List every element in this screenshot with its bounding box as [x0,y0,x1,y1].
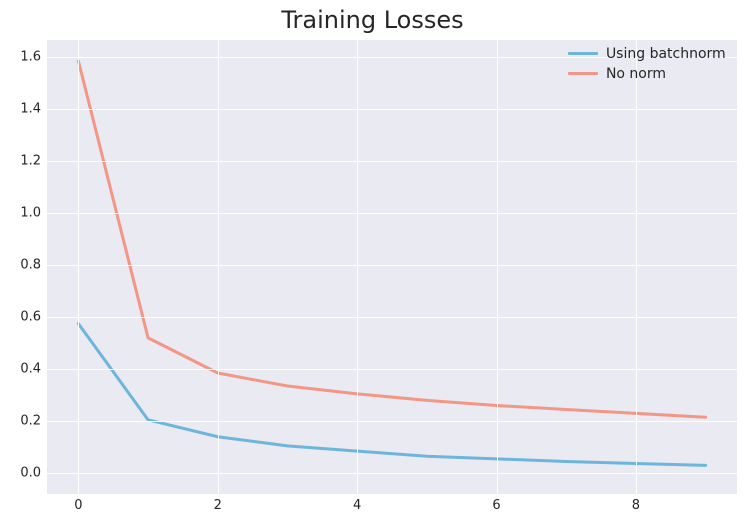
legend-label: No norm [606,66,666,82]
legend-swatch [568,72,598,75]
gridline-horizontal [47,369,737,370]
y-tick-label: 0.8 [4,258,41,273]
y-tick-label: 0.6 [4,310,41,325]
series-line [78,324,705,466]
x-tick-label: 0 [74,498,82,513]
x-tick-label: 4 [353,498,361,513]
y-tick-label: 1.2 [4,153,41,168]
gridline-horizontal [47,421,737,422]
legend-item: No norm [568,64,726,84]
x-tick-label: 6 [492,498,500,513]
gridline-horizontal [47,265,737,266]
x-tick-label: 2 [214,498,222,513]
legend: Using batchnorm No norm [568,44,726,84]
gridline-horizontal [47,109,737,110]
y-tick-label: 0.4 [4,362,41,377]
series-line [78,61,705,417]
legend-item: Using batchnorm [568,44,726,64]
gridline-horizontal [47,161,737,162]
y-tick-label: 1.6 [4,49,41,64]
legend-label: Using batchnorm [606,46,726,62]
y-tick-label: 0.0 [4,466,41,481]
chart-title: Training Losses [0,6,745,34]
y-tick-label: 1.0 [4,206,41,221]
figure: Training Losses Using batchnorm No norm 0… [0,0,745,517]
y-tick-label: 1.4 [4,101,41,116]
gridline-horizontal [47,473,737,474]
x-tick-label: 8 [632,498,640,513]
gridline-horizontal [47,317,737,318]
legend-swatch [568,52,598,55]
y-tick-label: 0.2 [4,414,41,429]
plot-area [47,40,737,494]
gridline-horizontal [47,213,737,214]
